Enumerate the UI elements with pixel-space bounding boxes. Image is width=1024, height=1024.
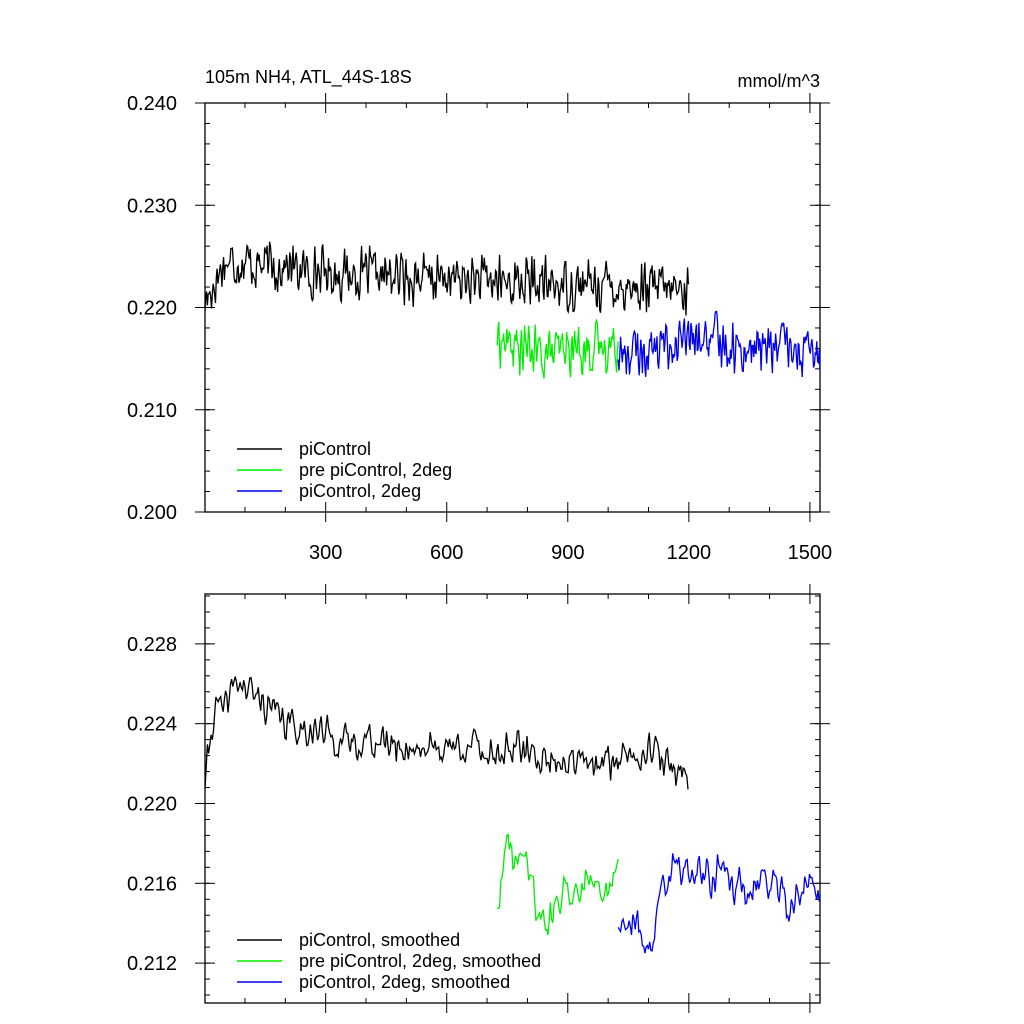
top-panel: 300 600 900 1200 1500 0.200 0.210 0.220 0.230 0.2… [127,93,832,564]
series-line [497,833,619,935]
y-tick-label: 0.200 [127,502,177,524]
y-tick-label: 0.216 [127,873,177,895]
series-line [205,241,690,316]
plot-frame [204,102,821,513]
y-tick-label: 0.228 [127,634,177,656]
y-tick-label: 0.224 [127,714,177,736]
x-tick-label: 900 [551,542,584,564]
x-tick-label: 600 [430,542,463,564]
legend-label: piControl [299,439,371,459]
y-tick-label: 0.240 [127,93,177,115]
plot-title: 105m NH4, ATL_44S-18S [205,67,412,88]
legend-label: piControl, smoothed [299,930,460,950]
legend-label: piControl, 2deg, smoothed [299,972,510,992]
series-line [617,310,820,378]
legend-label: piControl, 2deg [299,481,421,501]
x-tick-label: 1200 [667,542,712,564]
series-line [205,676,689,790]
x-tick-label: 1500 [788,542,833,564]
series-line [617,853,820,954]
legend-label: pre piControl, 2deg [299,460,452,480]
plot-units: mmol/m^3 [738,71,820,91]
series-line [496,318,619,379]
plot-frame [204,593,821,1004]
y-tick-label: 0.210 [127,400,177,422]
y-tick-label: 0.220 [127,793,177,815]
x-tick-label: 300 [309,542,342,564]
legend-label: pre piControl, 2deg, smoothed [299,951,541,971]
y-tick-label: 0.230 [127,195,177,217]
y-tick-label: 0.220 [127,298,177,320]
bottom-panel: 0.212 0.216 0.220 0.224 0.228 piControl, smoo… [127,584,830,1013]
y-tick-label: 0.212 [127,953,177,975]
